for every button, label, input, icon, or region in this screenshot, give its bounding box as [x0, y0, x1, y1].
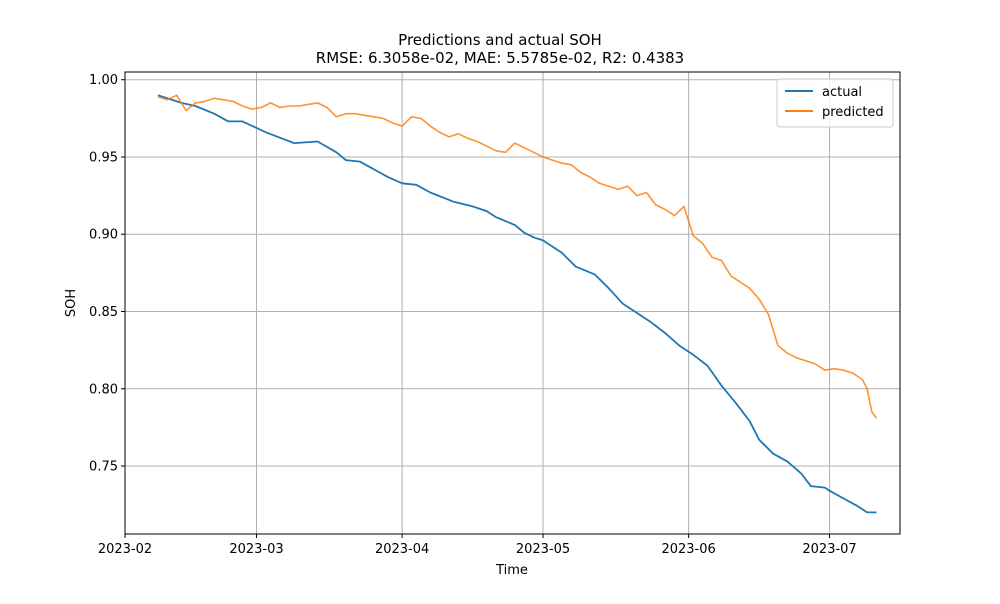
- legend-label-predicted: predicted: [822, 105, 884, 120]
- x-tick-label: 2023-06: [661, 542, 715, 557]
- y-tick-label: 0.85: [89, 305, 118, 320]
- y-tick-label: 0.80: [89, 382, 118, 397]
- y-tick-label: 0.90: [89, 228, 118, 243]
- grid-lines: [124, 72, 900, 534]
- x-tick-label: 2023-07: [802, 542, 856, 557]
- chart-title: Predictions and actual SOH: [398, 31, 602, 49]
- y-tick-label: 1.00: [89, 73, 118, 88]
- series-line-predicted: [157, 94, 878, 419]
- legend: actual predicted: [776, 78, 894, 128]
- x-tick-label: 2023-05: [516, 542, 570, 557]
- chart-subtitle: RMSE: 6.3058e-02, MAE: 5.5785e-02, R2: 0…: [316, 49, 684, 67]
- y-tick-label: 0.95: [89, 150, 118, 165]
- y-axis-ticks: 0.75 0.80 0.85 0.90 0.95 1.00: [89, 73, 125, 475]
- y-tick-label: 0.75: [89, 460, 118, 475]
- series-line-actual: [157, 94, 877, 514]
- y-axis-label: SOH: [64, 289, 79, 317]
- x-tick-label: 2023-04: [375, 542, 429, 557]
- x-tick-label: 2023-03: [229, 542, 283, 557]
- x-axis-ticks: 2023-02 2023-03 2023-04 2023-05 2023-06 2023-…: [98, 534, 857, 557]
- x-axis-label: Time: [495, 563, 528, 578]
- legend-label-actual: actual: [822, 85, 862, 100]
- series-lines: [157, 94, 878, 514]
- x-tick-label: 2023-02: [98, 542, 152, 557]
- plot-frame: [124, 71, 901, 535]
